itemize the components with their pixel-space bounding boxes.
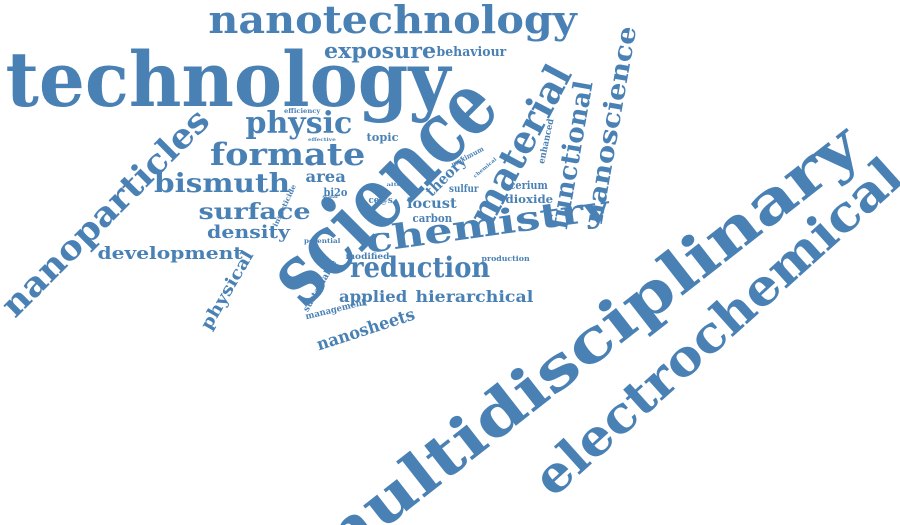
word-exposure: exposure [323, 37, 437, 63]
word-locust: locust [406, 196, 457, 212]
word-hierarchical: hierarchical [414, 287, 533, 306]
word-physic: physic [245, 106, 353, 141]
word-applied: applied [339, 287, 408, 306]
word-alter: alter [385, 181, 405, 188]
word-nanoparticles: nanoparticles [0, 100, 218, 326]
word-effective: effective [308, 136, 336, 143]
word-dioxide: dioxide [505, 192, 553, 206]
word-nanotechnology: nanotechnology [207, 0, 577, 42]
word-modified: modified [345, 251, 389, 261]
word-scalar: scalar [321, 193, 338, 200]
word-development: development [97, 243, 243, 264]
word-topic: topic [366, 130, 398, 144]
word-potential: potential [303, 238, 341, 245]
word-density: density [206, 222, 290, 243]
word-production: production [480, 253, 530, 263]
word-ce-at-s: ce@s [368, 195, 393, 206]
word-surface: surface [197, 199, 311, 225]
word-carbon: carbon [411, 211, 452, 225]
word-bismuth: bismuth [154, 169, 291, 199]
word-cerium: cerium [509, 178, 548, 192]
word-behaviour: behaviour [435, 44, 506, 60]
word-efficiency: efficiency [283, 108, 321, 115]
word-sulfur: sulfur [448, 184, 479, 195]
word-reduction: reduction [350, 251, 491, 284]
word-technology: technology [5, 35, 451, 124]
word-formate: formate [209, 136, 365, 173]
word-area: area [304, 167, 346, 186]
word-bi2o: bi2o [322, 185, 347, 199]
